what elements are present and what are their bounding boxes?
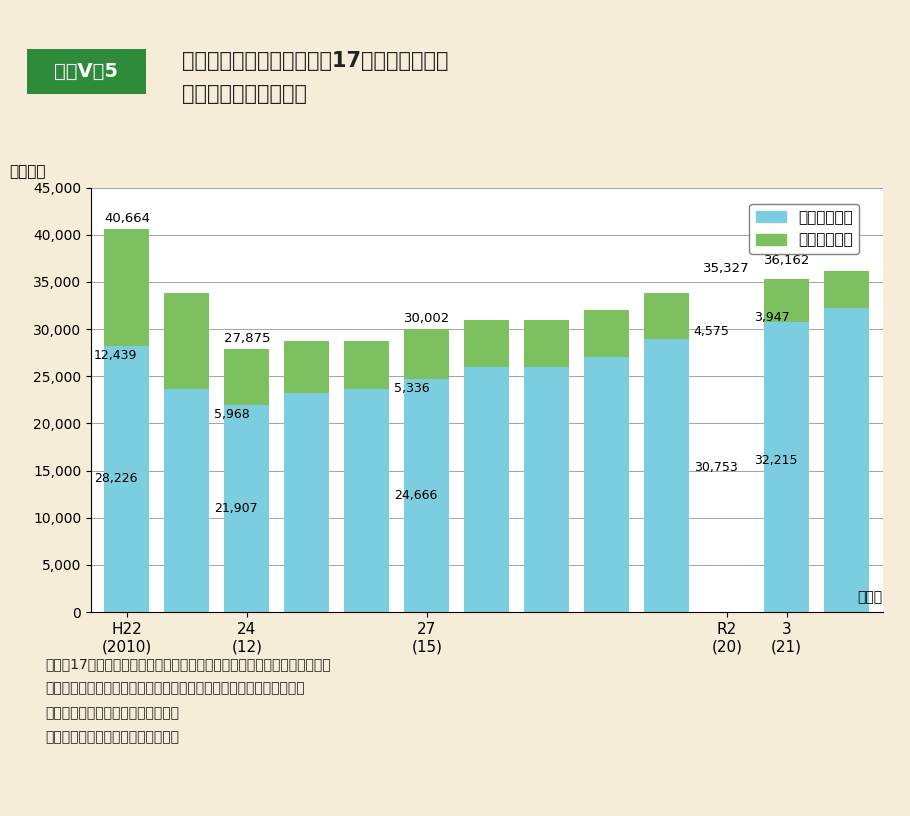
Text: 5,336: 5,336 (394, 383, 430, 395)
Text: （年）: （年） (857, 590, 883, 604)
Text: 5,968: 5,968 (214, 408, 249, 421)
Bar (824, 308, 869, 612)
Bar (285, 393, 329, 612)
Text: 資料：林野庁「特用林産基礎資料」: 資料：林野庁「特用林産基礎資料」 (46, 730, 179, 744)
Bar (165, 293, 209, 389)
Bar (344, 388, 389, 612)
Bar (105, 228, 149, 346)
Legend: 菌床しいたけ, 原木しいたけ: 菌床しいたけ, 原木しいたけ (750, 204, 859, 254)
Text: 12,439: 12,439 (94, 348, 137, 361)
Bar (105, 346, 149, 612)
Text: しいたけ生産量の推移: しいたけ生産量の推移 (182, 84, 307, 104)
Text: 24,666: 24,666 (394, 490, 438, 502)
Bar (225, 349, 269, 406)
Bar (464, 367, 510, 612)
Bar (824, 271, 869, 308)
Text: 資料V－5: 資料V－5 (55, 62, 118, 81)
Bar (584, 310, 630, 357)
Bar (404, 379, 450, 612)
Bar (225, 406, 269, 612)
Text: 注１：17都県とは、青森、岩手、宮城、秋田、山形、福島、茨城、栃木、: 注１：17都県とは、青森、岩手、宮城、秋田、山形、福島、茨城、栃木、 (46, 657, 331, 671)
Text: 30,753: 30,753 (693, 460, 737, 473)
Bar (524, 320, 570, 367)
Bar (524, 367, 570, 612)
Text: 30,002: 30,002 (404, 313, 450, 326)
Bar (344, 341, 389, 388)
Bar (404, 329, 450, 379)
Bar (165, 389, 209, 612)
Bar (464, 320, 510, 367)
Text: 3,947: 3,947 (753, 311, 789, 324)
Bar (584, 357, 630, 612)
Text: 40,664: 40,664 (104, 212, 150, 224)
Bar (644, 293, 689, 339)
Text: 東日本地域（北海道を除く17都県）における: 東日本地域（北海道を除く17都県）における (182, 51, 449, 71)
Text: 28,226: 28,226 (94, 472, 137, 486)
Bar (764, 322, 809, 612)
Text: ２：乾しいたけは生重量換算値。: ２：乾しいたけは生重量換算値。 (46, 706, 179, 720)
Text: 36,162: 36,162 (763, 255, 810, 268)
Text: 32,215: 32,215 (753, 454, 797, 467)
Bar (764, 279, 809, 322)
Bar (644, 339, 689, 612)
Text: 21,907: 21,907 (214, 502, 258, 515)
Text: 27,875: 27,875 (224, 332, 270, 345)
Text: 4,575: 4,575 (693, 325, 730, 338)
Y-axis label: （トン）: （トン） (9, 164, 46, 180)
Text: 群馬、埼玉、千葉、東京、神奈川、新潟、山梨、長野、静岡。: 群馬、埼玉、千葉、東京、神奈川、新潟、山梨、長野、静岡。 (46, 681, 305, 695)
Text: 35,327: 35,327 (703, 262, 750, 275)
Bar (285, 341, 329, 393)
